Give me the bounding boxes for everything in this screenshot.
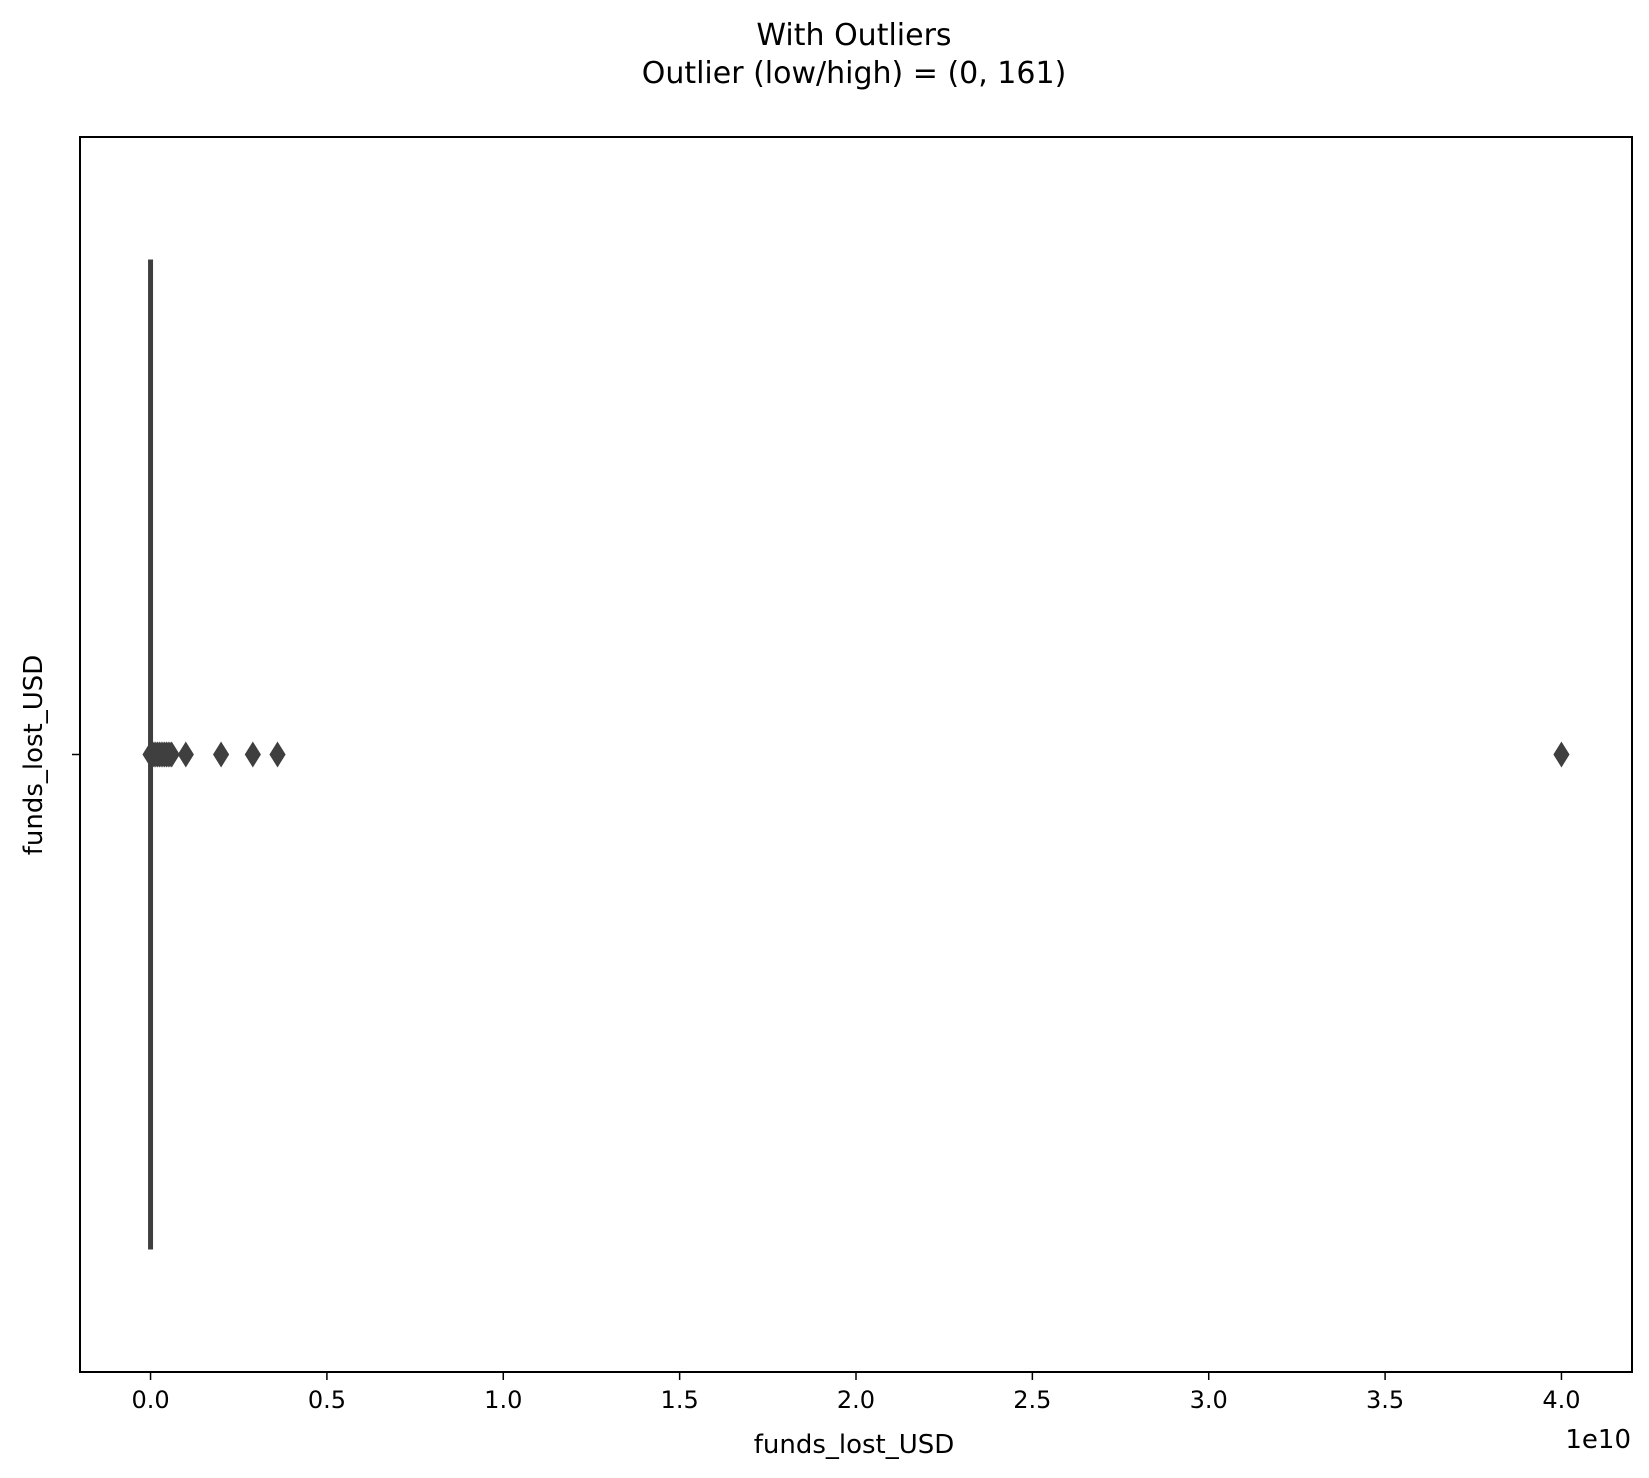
plot-area — [142, 259, 1570, 1250]
outlier-point-13 — [163, 741, 180, 768]
chart-title-line-2: Outlier (low/high) = (0, 161) — [642, 56, 1067, 91]
x-tick-label-0: 0.0 — [131, 1386, 169, 1414]
x-tick-label-3: 1.5 — [661, 1386, 699, 1414]
outlier-point-17 — [269, 741, 286, 768]
outlier-point-15 — [213, 741, 230, 768]
x-tick-label-4: 2.0 — [837, 1386, 875, 1414]
outlier-point-18 — [1553, 741, 1570, 768]
x-tick-label-1: 0.5 — [308, 1386, 346, 1414]
x-tick-label-2: 1.0 — [484, 1386, 522, 1414]
x-axis-offset-label: 1e10 — [1565, 1425, 1631, 1455]
outlier-point-16 — [244, 741, 261, 768]
x-axis-label: funds_lost_USD — [754, 1430, 955, 1460]
x-tick-label-8: 4.0 — [1542, 1386, 1580, 1414]
x-axis-ticks: 0.0 0.5 1.0 1.5 2.0 2.5 3.0 3.5 4.0 — [131, 1372, 1581, 1414]
outlier-point-14 — [177, 741, 194, 768]
chart-title-line-1: With Outliers — [756, 18, 951, 53]
x-tick-label-5: 2.5 — [1013, 1386, 1051, 1414]
x-tick-label-6: 3.0 — [1190, 1386, 1228, 1414]
y-axis-label: funds_lost_USD — [19, 655, 49, 856]
x-tick-label-7: 3.5 — [1366, 1386, 1404, 1414]
